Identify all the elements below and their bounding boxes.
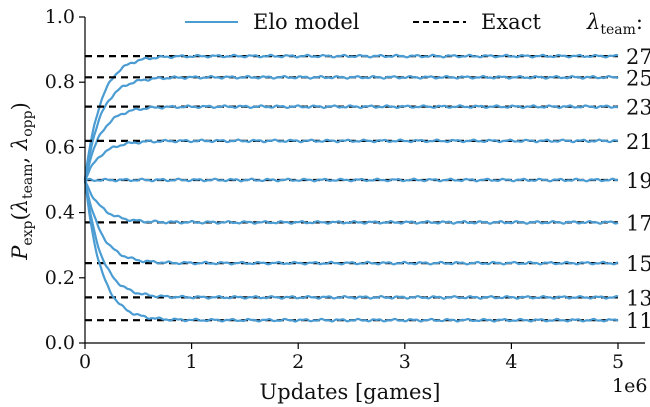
legend-elo-label: Elo model [253,10,360,34]
elo-model-line [83,178,619,323]
series-label: 23 [626,96,650,120]
y-tick-label: 0.0 [45,332,75,354]
elo-model-line [83,74,619,179]
legend: Elo model Exact λteam: [185,10,643,38]
series-label: 25 [626,66,650,90]
series-label: 27 [626,45,650,69]
y-tick-label: 1.0 [45,6,75,28]
series-label: 15 [626,252,650,276]
series-label: 13 [626,286,650,310]
x-tick-label: 3 [399,351,411,373]
x-axis-title: Updates [games] [260,380,441,404]
elo-model-line [83,180,619,266]
series-label: 17 [626,211,650,235]
x-tick-label: 0 [79,351,91,373]
x-tick-label: 4 [505,351,517,373]
series-label: 19 [626,169,650,193]
y-tick-label: 0.8 [45,71,75,93]
x-ticks: 0 1 2 3 4 5 [79,343,624,373]
legend-lambda-title: λteam: [586,10,643,38]
y-ticks: 0.0 0.2 0.4 0.6 0.8 1.0 [45,6,85,354]
plot-area [83,53,619,323]
x-scale-multiplier: 1e6 [612,375,647,397]
y-tick-label: 0.2 [45,267,75,289]
elo-model-line [84,138,619,181]
series-label: 11 [626,309,650,333]
elo-model-line [85,177,618,183]
x-tick-label: 5 [612,351,624,373]
x-tick-label: 2 [292,351,304,373]
elo-model-line [83,180,619,300]
elo-model-line [83,104,619,180]
y-axis-title: Pexp(λteam, λopp) [8,102,36,261]
y-tick-label: 0.6 [45,136,75,158]
series-label: 21 [626,130,650,154]
elo-model-line [83,179,619,225]
y-tick-label: 0.4 [45,202,75,224]
elo-model-line [83,53,619,181]
legend-exact-label: Exact [481,10,541,34]
x-tick-label: 1 [186,351,198,373]
axes [84,17,645,344]
